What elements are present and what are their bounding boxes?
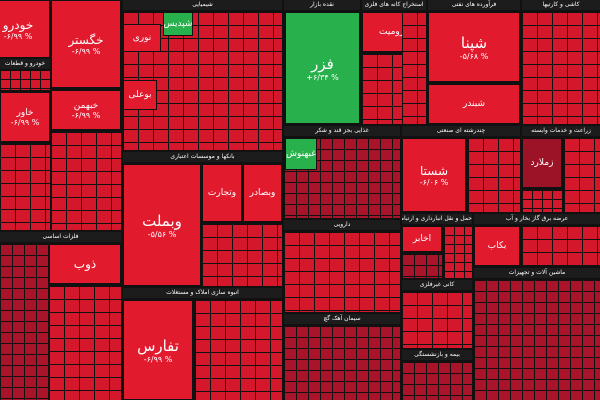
sector-title: حمل و نقل انبارداری و ارتباطات xyxy=(402,214,472,224)
tile-group xyxy=(444,226,472,278)
tile-change: -۶/۹۹ % xyxy=(71,110,101,120)
tile[interactable]: خاور -۶/۹۹ % xyxy=(0,92,50,142)
sector-title: غذایی بجز قند و شکر xyxy=(284,126,400,136)
sector-title: نقده بازار xyxy=(284,0,360,10)
sector-title: کانی غیرفلزی xyxy=(402,280,472,290)
tile-name: شپنا xyxy=(460,33,488,52)
tile-name: نوری xyxy=(132,33,152,43)
tile-name: بوعلی xyxy=(128,90,152,100)
tile-group xyxy=(522,190,562,212)
tile[interactable]: بوعلی xyxy=(123,80,157,110)
tile-name: وتجارت xyxy=(207,188,237,198)
sector-title: انبوه سازی املاک و مستغلات xyxy=(123,288,282,298)
sector-title: زراعت و خدمات وابسته xyxy=(522,126,600,136)
tile[interactable]: زملارد xyxy=(522,138,562,188)
tile[interactable]: وبصادر xyxy=(243,164,282,222)
tile[interactable]: خگستر -۶/۹۹ % xyxy=(51,0,121,88)
tile-group xyxy=(51,132,121,230)
sector-title: سیمان آهک گچ xyxy=(284,314,400,324)
tile-group xyxy=(402,254,442,278)
tile-name: بکاب xyxy=(487,241,507,251)
tile-group xyxy=(0,144,50,230)
tile-name: کرومیت xyxy=(379,27,409,37)
sector-title: بیمه و بازنشستگی xyxy=(402,350,472,360)
tile[interactable]: فزر +۶/۳۴ % xyxy=(285,12,360,124)
tile-name: خبهمن xyxy=(73,100,99,111)
tile[interactable]: اخابر xyxy=(402,226,442,252)
tile-name: غبهنوش xyxy=(286,149,316,159)
tile-group xyxy=(0,70,50,90)
tile-name: شبندر xyxy=(462,99,486,109)
sector-title: چندرشته ای صنعتی xyxy=(402,126,520,136)
tile-name: فزر xyxy=(311,54,334,73)
tile-group xyxy=(0,244,48,400)
tile[interactable]: غبهنوش xyxy=(285,138,317,170)
tile-group xyxy=(195,300,282,400)
tile-change: -۶/۹۹ % xyxy=(143,354,173,364)
tile-group xyxy=(402,12,426,124)
tile-group xyxy=(474,280,600,400)
tile[interactable]: خبهمن -۶/۹۹ % xyxy=(51,90,121,130)
tile[interactable]: شبندر xyxy=(428,84,520,124)
tile-group xyxy=(284,232,400,312)
tile-change: -۵/۵۶ % xyxy=(147,229,177,239)
tile[interactable]: خودرو -۶/۹۹ % xyxy=(0,0,50,58)
tile-name: ذوب xyxy=(73,257,97,271)
tile-name: خگستر xyxy=(68,32,104,47)
tile-name: شستا xyxy=(419,163,449,178)
sector-title: فرآورده های نفتی xyxy=(428,0,520,10)
tile[interactable]: شپنا -۵/۶۸ % xyxy=(428,12,520,82)
tile[interactable]: وتجارت xyxy=(202,164,242,222)
tile-name: خاور xyxy=(16,107,34,118)
tile-change: -۶/۰۶ % xyxy=(419,177,449,187)
tile-change: -۶/۹۹ % xyxy=(71,46,101,56)
sector-title: عرضه برق گاز بخار و آب xyxy=(474,214,600,224)
tile-name: تفارس xyxy=(137,336,179,355)
tile-group xyxy=(202,224,282,286)
tile-group xyxy=(402,362,472,400)
tile-group xyxy=(402,292,472,348)
tile-name: خودرو xyxy=(2,17,34,32)
tile[interactable]: شستا -۶/۰۶ % xyxy=(402,138,466,212)
tile[interactable]: نوری xyxy=(123,24,161,52)
tile-group xyxy=(564,138,600,212)
tile-name: اخابر xyxy=(412,234,432,244)
sector-title: کاشی و کارتیها xyxy=(522,0,600,10)
tile-group xyxy=(284,138,400,218)
tile[interactable]: بکاب xyxy=(474,226,520,266)
sector-title: دارویی xyxy=(284,220,400,230)
tile-name: وبملت xyxy=(142,211,182,230)
sector-title: استخراج کانه های فلزی xyxy=(362,0,426,10)
tile-name: شپدیس xyxy=(163,19,193,29)
tile-change: +۶/۳۴ % xyxy=(306,72,339,82)
tile[interactable]: تفارس -۶/۹۹ % xyxy=(123,300,193,400)
tile-change: -۶/۹۹ % xyxy=(3,31,33,41)
tile-change: -۶/۹۹ % xyxy=(10,117,40,127)
tile-group xyxy=(284,326,400,400)
sector-title: شیمیایی xyxy=(123,0,282,10)
tile-group xyxy=(522,226,600,266)
tile[interactable]: شپدیس xyxy=(163,12,193,36)
tile-group xyxy=(468,138,520,212)
tile-group xyxy=(522,12,600,124)
sector-title: بانکها و موسسات اعتباری xyxy=(123,152,282,162)
sector-title: ماشین آلات و تجهیزات xyxy=(474,268,600,278)
sector-title: خودرو و قطعات xyxy=(0,59,50,69)
tile-name: زملارد xyxy=(530,158,554,168)
tile[interactable]: ذوب xyxy=(49,244,121,284)
tile-change: -۵/۶۸ % xyxy=(459,51,489,61)
tile-name: وبصادر xyxy=(249,188,276,198)
sector-title: فلزات اساسی xyxy=(0,232,121,242)
tile[interactable]: وبملت -۵/۵۶ % xyxy=(123,164,201,286)
tile-group xyxy=(49,286,121,400)
